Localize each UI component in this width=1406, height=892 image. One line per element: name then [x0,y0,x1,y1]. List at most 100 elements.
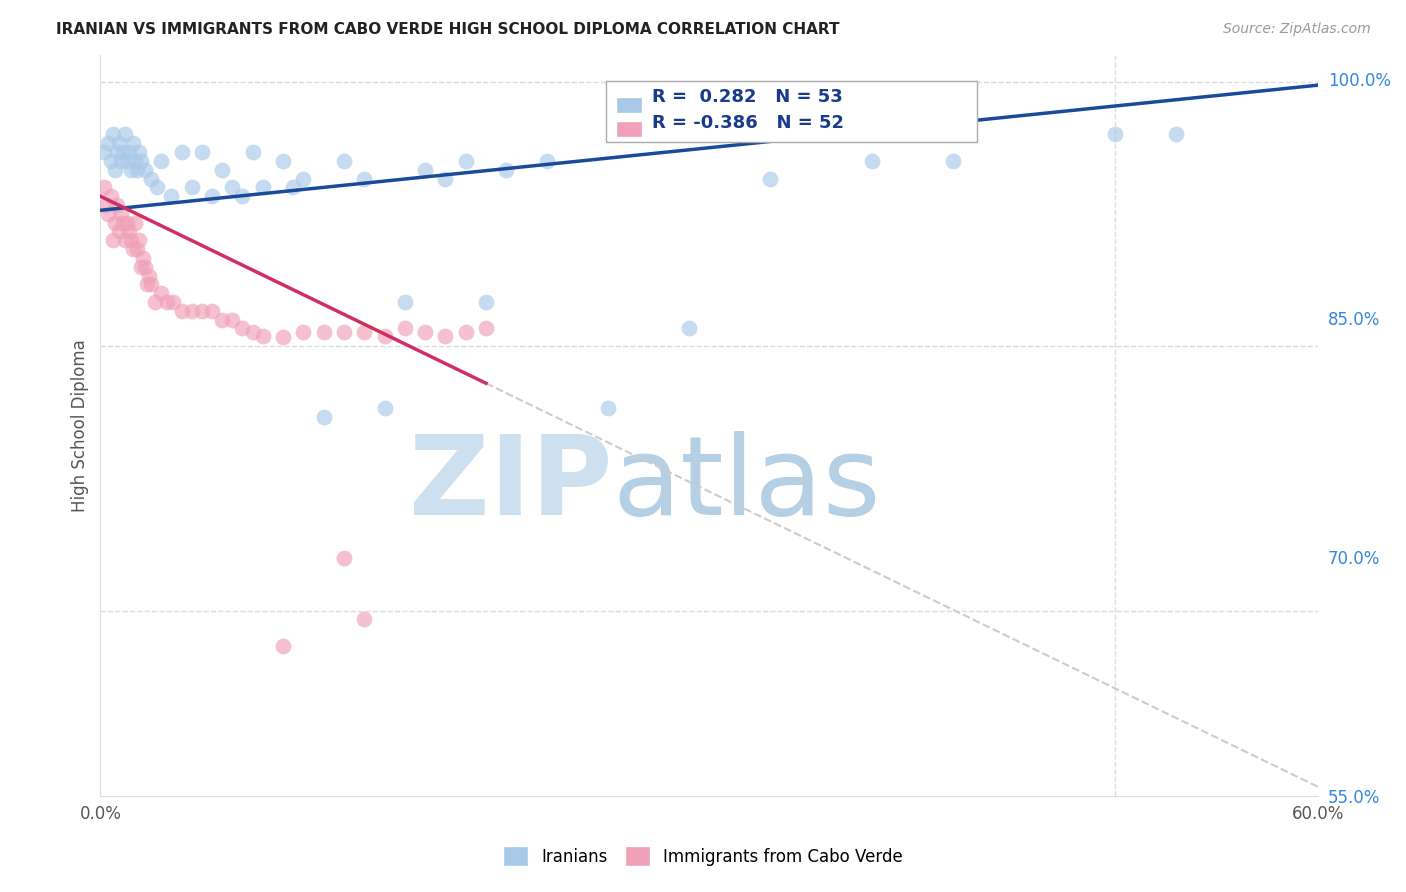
Point [105,198,128,212]
Point [136,277,159,292]
Point [110,207,132,221]
Point [162,295,184,310]
Point [211,312,233,326]
Point [124,153,146,168]
Point [134,162,156,177]
Point [114,128,136,142]
Text: R =  0.282   N = 53: R = 0.282 N = 53 [652,88,842,106]
Point [333,325,356,339]
Point [121,242,143,256]
Point [434,328,457,343]
Point [860,153,883,168]
Point [132,251,155,265]
Point [312,325,335,339]
Point [942,153,965,168]
Point [93,145,115,160]
Point [128,145,150,160]
Point [97,207,120,221]
Point [160,189,183,203]
Point [242,325,264,339]
Point [454,325,477,339]
Point [292,325,315,339]
Point [120,162,142,177]
Text: atlas: atlas [612,431,880,538]
FancyBboxPatch shape [606,81,977,142]
Point [201,189,224,203]
Point [118,145,141,160]
Point [201,303,224,318]
Point [150,286,173,301]
Point [191,303,214,318]
Point [394,321,416,335]
Point [536,153,558,168]
Point [129,153,152,168]
Point [101,128,124,142]
Point [139,277,162,292]
Point [97,136,120,151]
Point [114,233,136,247]
Point [394,295,416,310]
Point [156,295,179,310]
Point [111,145,134,160]
Point [495,162,517,177]
Point [115,153,138,168]
Point [292,171,315,186]
Point [221,180,243,194]
Point [312,409,335,424]
Point [191,145,214,160]
Legend: Iranians, Immigrants from Cabo Verde: Iranians, Immigrants from Cabo Verde [495,838,911,875]
Point [101,233,124,247]
Point [242,145,264,160]
Point [124,216,146,230]
Point [252,180,274,194]
Text: R = -0.386   N = 52: R = -0.386 N = 52 [652,114,844,132]
Point [170,303,193,318]
Point [333,550,356,565]
Point [678,321,700,335]
Point [759,171,782,186]
Point [434,171,457,186]
Point [128,233,150,247]
Point [180,180,202,194]
Point [1104,128,1126,142]
Point [596,401,619,415]
Point [103,216,125,230]
Point [146,180,169,194]
Point [180,303,202,318]
Point [1166,128,1188,142]
Point [125,162,148,177]
Point [283,180,305,194]
Point [373,328,395,343]
Text: IRANIAN VS IMMIGRANTS FROM CABO VERDE HIGH SCHOOL DIPLOMA CORRELATION CHART: IRANIAN VS IMMIGRANTS FROM CABO VERDE HI… [56,22,839,37]
Text: Source: ZipAtlas.com: Source: ZipAtlas.com [1223,22,1371,37]
Point [143,295,166,310]
Point [413,162,436,177]
Point [373,401,395,415]
Point [170,145,193,160]
Point [271,153,294,168]
Point [221,312,243,326]
Point [107,136,129,151]
Point [93,180,115,194]
Point [413,325,436,339]
Point [118,225,141,239]
Point [353,612,375,626]
Point [231,321,253,335]
Point [353,325,375,339]
Point [134,260,156,274]
Point [475,321,498,335]
Point [125,242,148,256]
Point [353,171,375,186]
Point [103,162,125,177]
Point [271,330,294,344]
Y-axis label: High School Diploma: High School Diploma [72,339,89,512]
Text: ZIP: ZIP [409,431,612,538]
Point [115,216,138,230]
Point [111,216,134,230]
Point [271,639,294,653]
Point [138,268,160,283]
Point [129,260,152,274]
Point [100,189,122,203]
Point [105,145,128,160]
Point [333,153,356,168]
